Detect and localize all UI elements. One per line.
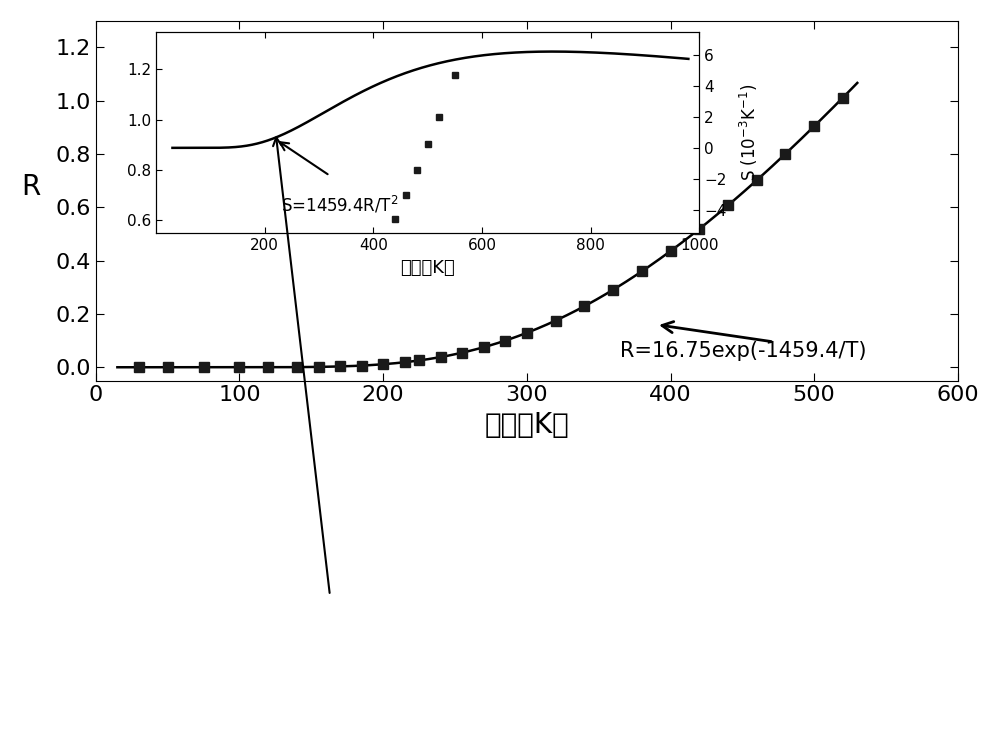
Y-axis label: R: R [21,173,40,201]
Y-axis label: S ($10^{-3}$K$^{-1}$): S ($10^{-3}$K$^{-1}$) [738,84,760,181]
Text: R=16.75exp(-1459.4/T): R=16.75exp(-1459.4/T) [620,341,867,361]
X-axis label: 温度（K）: 温度（K） [484,411,569,439]
